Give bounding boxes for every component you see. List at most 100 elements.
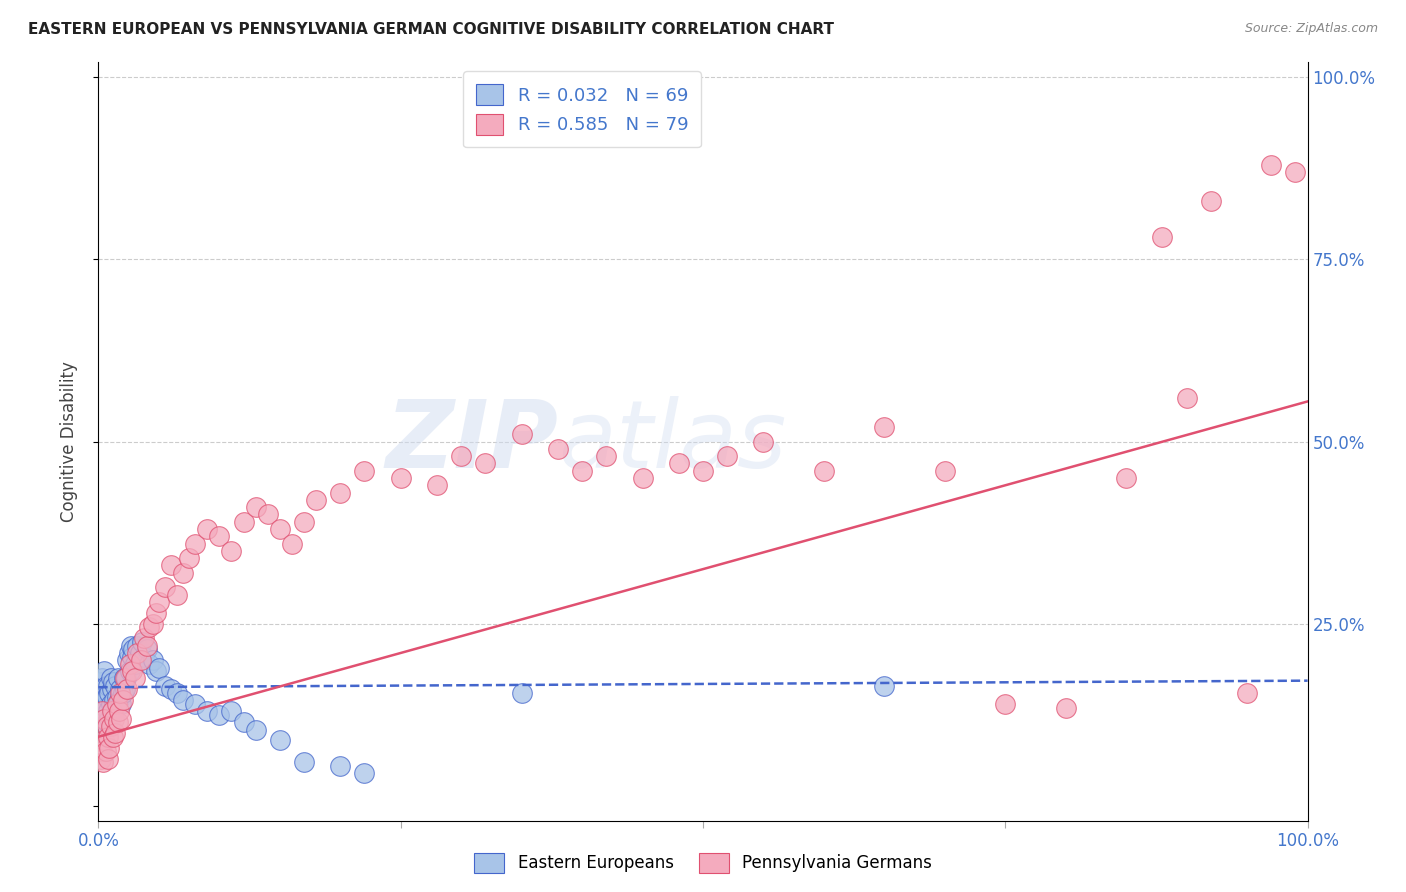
Point [91,719,114,733]
Point [1054,700,1077,714]
Point [111,693,134,707]
Point [96,690,118,704]
Point [1284,165,1306,179]
Point [118,657,141,671]
Point [256,508,278,522]
Point [121,664,143,678]
Point [138,657,160,671]
Point [245,500,267,515]
Point [97,679,120,693]
Point [221,704,243,718]
Point [269,522,291,536]
Point [91,672,114,686]
Point [93,707,115,722]
Point [114,682,136,697]
Point [510,686,533,700]
Point [353,464,375,478]
Point [142,616,165,631]
Point [450,449,472,463]
Point [91,756,114,770]
Point [138,620,160,634]
Point [94,679,117,693]
Point [101,700,124,714]
Point [90,704,112,718]
Point [90,675,112,690]
Point [104,679,127,693]
Point [101,730,124,744]
Point [245,723,267,737]
Point [107,715,129,730]
Point [172,693,194,707]
Point [873,420,896,434]
Point [547,442,569,456]
Point [100,672,122,686]
Point [813,464,835,478]
Point [145,664,167,678]
Point [100,697,122,711]
Point [269,733,291,747]
Point [474,457,496,471]
Legend: R = 0.032   N = 69, R = 0.585   N = 79: R = 0.032 N = 69, R = 0.585 N = 79 [464,71,700,147]
Point [160,682,183,697]
Text: ZIP: ZIP [385,395,558,488]
Point [148,595,170,609]
Point [108,704,131,718]
Y-axis label: Cognitive Disability: Cognitive Disability [59,361,77,522]
Point [135,642,157,657]
Point [96,719,118,733]
Text: Source: ZipAtlas.com: Source: ZipAtlas.com [1244,22,1378,36]
Point [93,664,115,678]
Point [93,690,115,704]
Point [97,704,120,718]
Point [96,715,118,730]
Point [129,653,152,667]
Point [1152,230,1174,244]
Point [195,704,218,718]
Point [148,660,170,674]
Point [305,492,328,507]
Point [111,686,134,700]
Point [179,551,201,566]
Point [329,485,352,500]
Point [114,672,136,686]
Point [934,464,956,478]
Point [91,693,114,707]
Point [131,635,153,649]
Point [90,752,112,766]
Point [94,700,117,714]
Point [160,558,183,573]
Point [124,657,146,671]
Point [127,646,149,660]
Point [873,679,896,693]
Point [115,672,138,686]
Point [292,756,315,770]
Point [100,719,122,733]
Point [97,752,120,766]
Point [110,697,132,711]
Point [97,730,120,744]
Point [105,690,128,704]
Point [692,464,714,478]
Point [103,712,125,726]
Point [221,544,243,558]
Point [103,693,125,707]
Point [142,653,165,667]
Point [994,697,1017,711]
Point [104,726,127,740]
Point [89,686,111,700]
Point [89,740,111,755]
Point [122,642,145,657]
Point [166,588,188,602]
Point [145,606,167,620]
Point [108,686,131,700]
Point [91,712,114,726]
Point [134,632,156,646]
Point [105,697,128,711]
Point [389,471,412,485]
Point [118,646,141,660]
Point [195,522,218,536]
Point [172,566,194,580]
Point [91,697,114,711]
Point [752,434,775,449]
Point [153,679,176,693]
